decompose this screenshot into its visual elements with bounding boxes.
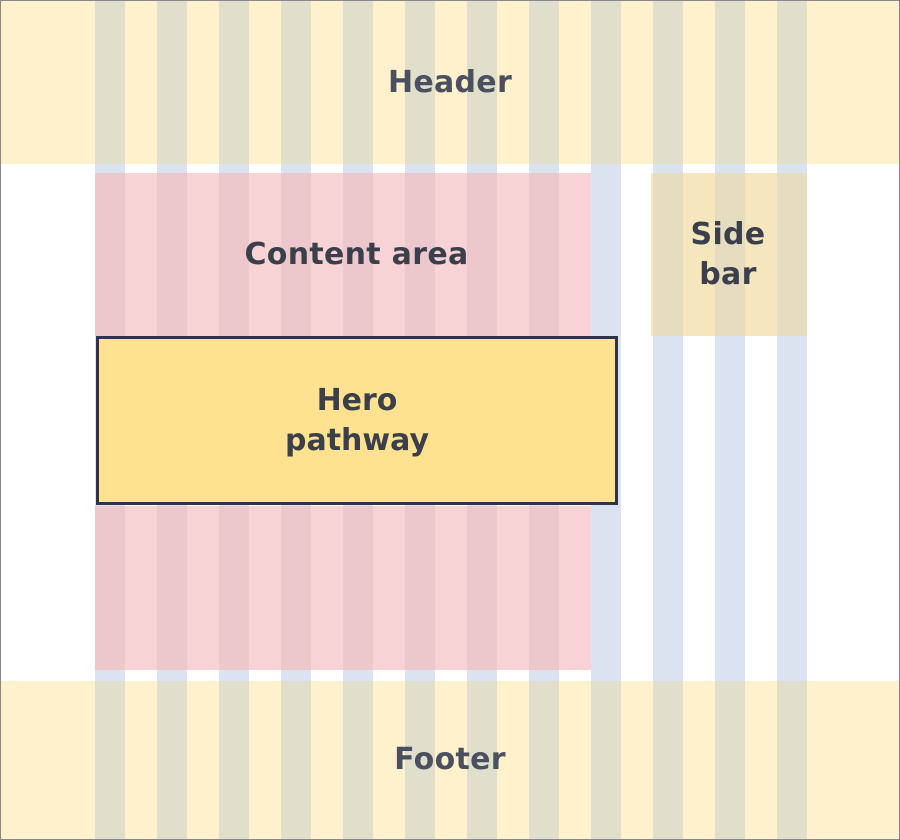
sidebar-label-container: Side bar bbox=[651, 173, 805, 336]
grid-column-header-segment bbox=[157, 1, 187, 164]
grid-column-footer-segment bbox=[405, 681, 435, 839]
grid-column-content-segment bbox=[467, 173, 497, 336]
hero-pathway-box: Hero pathway bbox=[96, 336, 618, 505]
footer-label: Footer bbox=[394, 742, 506, 777]
grid-column-header-segment bbox=[777, 1, 807, 164]
grid-column-content-segment bbox=[405, 173, 435, 336]
grid-column-content-segment bbox=[405, 506, 435, 670]
content-area-label-container: Content area bbox=[95, 173, 618, 336]
grid-column-footer-segment bbox=[715, 681, 745, 839]
grid-column-header-segment bbox=[467, 1, 497, 164]
grid-column-content-segment bbox=[219, 506, 249, 670]
hero-label-line1: Hero bbox=[316, 382, 398, 418]
grid-column-content-segment bbox=[529, 506, 559, 670]
header-label-container: Header bbox=[1, 1, 899, 164]
grid-column-content-segment bbox=[467, 506, 497, 670]
grid-column-content-segment bbox=[343, 173, 373, 336]
footer-label-container: Footer bbox=[1, 681, 899, 839]
grid-column-content-segment bbox=[281, 506, 311, 670]
header-region bbox=[1, 1, 899, 164]
grid-column-content-segment bbox=[157, 506, 187, 670]
grid-column-header-segment bbox=[529, 1, 559, 164]
header-label: Header bbox=[387, 64, 513, 100]
grid-column-header-segment bbox=[219, 1, 249, 164]
footer-region bbox=[1, 681, 899, 839]
grid-column-footer-segment bbox=[95, 681, 125, 839]
grid-column-sidebar-segment bbox=[777, 173, 807, 336]
grid-column-header-segment bbox=[591, 1, 621, 164]
grid-column-content-segment bbox=[529, 173, 559, 336]
grid-column-header-segment bbox=[405, 1, 435, 164]
grid-column-sidebar-segment bbox=[715, 173, 745, 336]
grid-column-header-segment bbox=[715, 1, 745, 164]
grid-column-footer-segment bbox=[591, 681, 621, 839]
grid-column-footer-segment bbox=[529, 681, 559, 839]
grid-column-content-segment bbox=[95, 173, 125, 336]
grid-column-footer-segment bbox=[219, 681, 249, 839]
grid-column-content-segment bbox=[95, 506, 125, 670]
grid-column-footer-segment bbox=[343, 681, 373, 839]
hero-label-line2: pathway bbox=[284, 422, 429, 458]
sidebar-label-line1: Side bbox=[690, 216, 766, 252]
grid-column-header-segment bbox=[281, 1, 311, 164]
grid-column-header-segment bbox=[95, 1, 125, 164]
grid-column-footer-segment bbox=[467, 681, 497, 839]
grid-column-sidebar-segment bbox=[653, 173, 683, 336]
grid-column-footer-segment bbox=[653, 681, 683, 839]
grid-column-footer-segment bbox=[281, 681, 311, 839]
grid-column-footer-segment bbox=[777, 681, 807, 839]
grid-column-content-segment bbox=[219, 173, 249, 336]
grid-column-header-segment bbox=[653, 1, 683, 164]
grid-column-footer-segment bbox=[157, 681, 187, 839]
grid-column-header-segment bbox=[343, 1, 373, 164]
grid-column-content-segment bbox=[343, 506, 373, 670]
grid-column-content-segment bbox=[157, 173, 187, 336]
sidebar-label-line2: bar bbox=[699, 256, 757, 292]
content-area-label: Content area bbox=[244, 236, 469, 272]
grid-column-content-segment bbox=[281, 173, 311, 336]
